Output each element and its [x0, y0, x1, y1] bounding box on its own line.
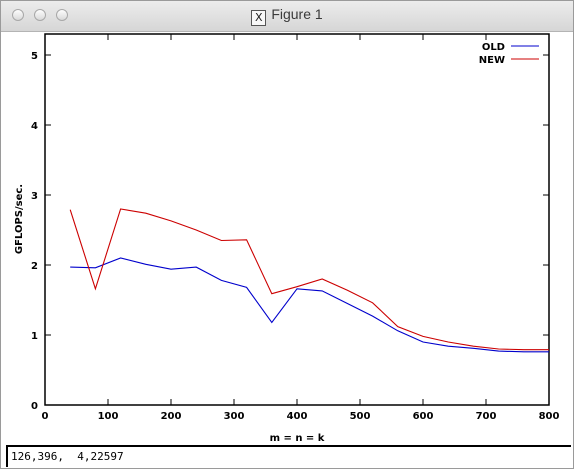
x-tick-label: 200 — [161, 411, 182, 422]
cursor-coordinates-readout: 126,396, 4,22597 — [6, 445, 571, 467]
zoom-window-button[interactable] — [56, 9, 68, 21]
x-axis-label: m = n = k — [270, 433, 325, 444]
y-tick-label: 3 — [31, 191, 38, 202]
x-tick-label: 600 — [413, 411, 434, 422]
x-tick-label: 800 — [539, 411, 560, 422]
legend-label-new: NEW — [479, 55, 505, 66]
x-tick-label: 700 — [476, 411, 497, 422]
x-tick-label: 500 — [350, 411, 371, 422]
y-axis-label: GFLOPS/sec. — [14, 184, 25, 254]
minimize-window-button[interactable] — [34, 9, 46, 21]
series-line-old — [70, 257, 549, 353]
y-tick-label: 1 — [31, 331, 38, 342]
series-lines — [69, 208, 549, 353]
close-window-button[interactable] — [12, 9, 24, 21]
x-tick-label: 400 — [287, 411, 308, 422]
legend: OLD NEW — [479, 42, 539, 66]
plot-frame — [44, 33, 550, 406]
y-tick-label: 2 — [31, 261, 38, 272]
x-tick-label: 0 — [42, 411, 49, 422]
line-chart: 0 100 200 300 400 500 600 700 800 0 1 2 3 4 5 OLD NEW m… — [14, 33, 559, 444]
y-tick-label: 4 — [31, 121, 38, 132]
y-tick-label: 5 — [31, 51, 38, 62]
x-tick-label: 300 — [224, 411, 245, 422]
window-title-group: X Figure 1 — [1, 6, 573, 26]
x11-icon: X — [251, 10, 267, 26]
plot-canvas[interactable]: 0 100 200 300 400 500 600 700 800 0 1 2 3 4 5 OLD NEW m… — [1, 32, 573, 444]
x-tick-label: 100 — [98, 411, 119, 422]
series-line-new — [69, 208, 549, 351]
legend-label-old: OLD — [482, 42, 505, 53]
y-tick-label: 0 — [31, 401, 38, 412]
axis-ticks: 0 100 200 300 400 500 600 700 800 0 1 2 3 4 5 — [31, 34, 559, 422]
window-title: Figure 1 — [271, 6, 323, 22]
title-bar[interactable]: X Figure 1 — [1, 1, 573, 32]
